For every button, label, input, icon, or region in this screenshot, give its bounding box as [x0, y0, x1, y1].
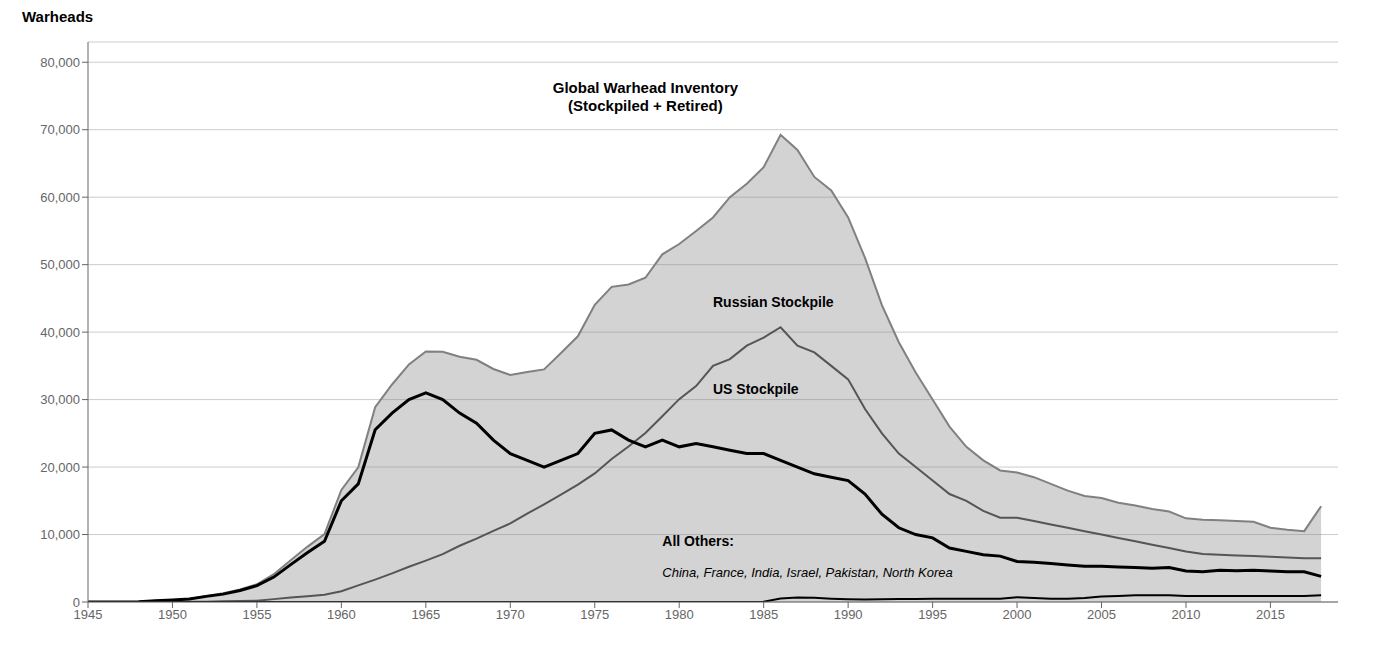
svg-text:All Others:: All Others: — [662, 533, 734, 549]
svg-text:1995: 1995 — [918, 607, 947, 622]
svg-text:1980: 1980 — [665, 607, 694, 622]
svg-text:1960: 1960 — [327, 607, 356, 622]
svg-text:1950: 1950 — [158, 607, 187, 622]
svg-text:1970: 1970 — [496, 607, 525, 622]
svg-text:0: 0 — [73, 595, 80, 610]
svg-text:US Stockpile: US Stockpile — [713, 381, 799, 397]
svg-text:30,000: 30,000 — [40, 392, 80, 407]
svg-text:2010: 2010 — [1172, 607, 1201, 622]
svg-text:Global Warhead Inventory(Stock: Global Warhead Inventory(Stockpiled + Re… — [553, 78, 739, 114]
svg-text:1945: 1945 — [73, 607, 103, 623]
html-text:Warheads: Warheads — [22, 8, 94, 25]
svg-text:80,000: 80,000 — [40, 55, 80, 70]
svg-text:2005: 2005 — [1087, 607, 1116, 622]
svg-text:1985: 1985 — [749, 607, 778, 622]
svg-text:2015: 2015 — [1256, 607, 1285, 622]
svg-text:1955: 1955 — [242, 607, 271, 622]
svg-text:1975: 1975 — [580, 607, 609, 622]
svg-text:1990: 1990 — [834, 607, 863, 622]
svg-text:10,000: 10,000 — [40, 527, 80, 542]
svg-text:70,000: 70,000 — [40, 122, 80, 137]
svg-text:2000: 2000 — [1003, 607, 1032, 622]
svg-text:1965: 1965 — [411, 607, 440, 622]
svg-text:60,000: 60,000 — [40, 190, 80, 205]
svg-text:China, France, India, Israel,: China, France, India, Israel, Pakistan, … — [662, 565, 952, 580]
svg-text:50,000: 50,000 — [40, 257, 80, 272]
svg-text:40,000: 40,000 — [40, 325, 80, 340]
svg-text:Russian Stockpile: Russian Stockpile — [713, 294, 834, 310]
svg-text:20,000: 20,000 — [40, 460, 80, 475]
